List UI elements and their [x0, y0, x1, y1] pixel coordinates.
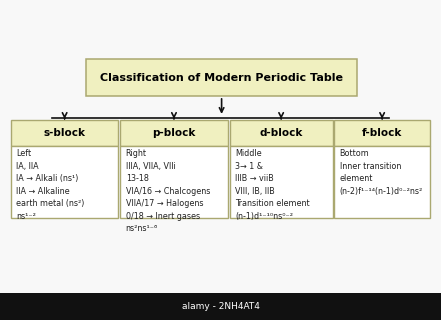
Text: s-block: s-block	[44, 128, 86, 138]
FancyBboxPatch shape	[230, 120, 333, 146]
Text: Bottom
Inner transition
element
(n-2)f¹⁻¹⁴(n-1)d⁰⁻²ns²: Bottom Inner transition element (n-2)f¹⁻…	[340, 149, 423, 196]
FancyBboxPatch shape	[230, 146, 333, 218]
FancyBboxPatch shape	[120, 146, 228, 218]
FancyBboxPatch shape	[11, 120, 118, 146]
FancyBboxPatch shape	[11, 146, 118, 218]
Text: Right
IIIA, VIIA, VIIi
13-18
VIA/16 → Chalcogens
VIIA/17 → Halogens
0/18 → Inert: Right IIIA, VIIA, VIIi 13-18 VIA/16 → Ch…	[126, 149, 210, 234]
Text: alamy - 2NH4AT4: alamy - 2NH4AT4	[182, 302, 259, 311]
FancyBboxPatch shape	[334, 146, 430, 218]
Text: d-block: d-block	[259, 128, 303, 138]
FancyBboxPatch shape	[334, 120, 430, 146]
Text: Classification of Modern Periodic Table: Classification of Modern Periodic Table	[100, 73, 343, 83]
Text: p-block: p-block	[152, 128, 196, 138]
Text: Left
IA, IIA
IA → Alkali (ns¹)
IIA → Alkaline
earth metal (ns²)
ns¹⁻²: Left IA, IIA IA → Alkali (ns¹) IIA → Alk…	[16, 149, 85, 221]
Bar	[0, 293, 441, 320]
FancyBboxPatch shape	[120, 120, 228, 146]
Text: Middle
3→ 1 &
IIIB → viiB
VIII, IB, IIB
Transition element
(n-1)d¹⁻¹⁰ns⁰⁻²: Middle 3→ 1 & IIIB → viiB VIII, IB, IIB …	[235, 149, 310, 221]
Text: f-block: f-block	[362, 128, 402, 138]
FancyBboxPatch shape	[86, 59, 357, 96]
